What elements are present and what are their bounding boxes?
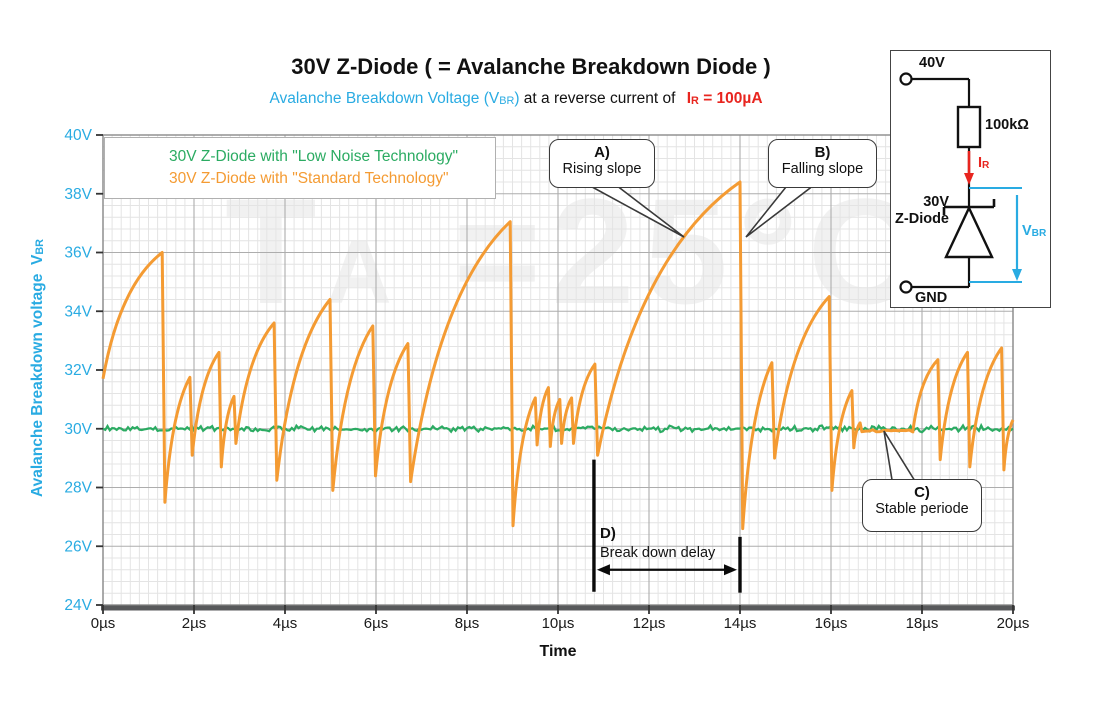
- svg-text:18µs: 18µs: [906, 615, 939, 632]
- svg-text:2µs: 2µs: [182, 615, 207, 632]
- diode-triangle: [944, 205, 994, 259]
- resistor-label: 100kΩ: [985, 117, 1029, 133]
- svg-text:6µs: 6µs: [364, 615, 389, 632]
- svg-text:8µs: 8µs: [455, 615, 480, 632]
- vbr-label: VBR: [1022, 223, 1047, 239]
- svg-text:40V: 40V: [64, 127, 92, 144]
- svg-text:38V: 38V: [64, 186, 92, 203]
- svg-text:4µs: 4µs: [273, 615, 298, 632]
- chart-title: 30V Z-Diode ( = Avalanche Breakdown Diod…: [291, 54, 771, 79]
- circuit-inset: 40V 100kΩ IR 30V Z-Diode VBR GND: [890, 50, 1051, 308]
- axes: [96, 134, 1015, 614]
- chart-subtitle: Avalanche Breakdown Voltage (VBR) at a r…: [0, 90, 1032, 108]
- current-label: IR: [978, 155, 990, 171]
- y-axis-title: Avalanche Breakdown voltage VBR: [29, 238, 46, 498]
- breakdown-delay-label: D) Break down delay: [600, 525, 716, 561]
- resistor-symbol: [956, 105, 982, 149]
- current-arrow-head: [964, 173, 974, 185]
- terminal-gnd: [899, 280, 913, 294]
- vbr-arrow-head: [1012, 269, 1022, 281]
- legend-swatch-orange: [117, 177, 164, 180]
- svg-text:30V: 30V: [64, 421, 92, 438]
- terminal-40v: [899, 72, 913, 86]
- watermark-subscript: A: [326, 223, 402, 323]
- diode-label: 30V Z-Diode: [895, 194, 949, 227]
- svg-text:34V: 34V: [64, 303, 92, 320]
- svg-text:28V: 28V: [64, 480, 92, 497]
- callout-rising-slope: A) Rising slope: [549, 139, 655, 188]
- x-tick-labels: 0µs 2µs 4µs 6µs 8µs 10µs 12µs 14µs 16µs 18µs 20µs: [91, 615, 1030, 632]
- subtitle-mid: at a reverse current of: [523, 90, 676, 107]
- svg-text:14µs: 14µs: [724, 615, 757, 632]
- circuit-schematic: [899, 72, 1022, 294]
- svg-text:32V: 32V: [64, 362, 92, 379]
- legend-item-standard: 30V Z-Diode with "Standard Technology": [117, 170, 495, 188]
- legend-item-low-noise: 30V Z-Diode with "Low Noise Technology": [117, 148, 495, 166]
- callout-falling-slope: B) Falling slope: [768, 139, 877, 188]
- callout-stable-period: C) Stable periode: [862, 479, 982, 532]
- subtitle-cyan: Avalanche Breakdown Voltage (VBR): [269, 90, 520, 107]
- breakdown-delay-annotation: [592, 459, 742, 593]
- svg-text:26V: 26V: [64, 538, 92, 555]
- svg-text:36V: 36V: [64, 245, 92, 262]
- svg-text:16µs: 16µs: [815, 615, 848, 632]
- legend: 30V Z-Diode with "Low Noise Technology" …: [104, 137, 496, 199]
- legend-label: 30V Z-Diode with "Standard Technology": [169, 170, 449, 187]
- svg-text:10µs: 10µs: [542, 615, 575, 632]
- gnd-label: GND: [915, 290, 948, 306]
- svg-text:0µs: 0µs: [91, 615, 116, 632]
- y-tick-labels: 24V 26V 28V 30V 32V 34V 36V 38V 40V: [64, 127, 92, 614]
- supply-label: 40V: [919, 55, 945, 71]
- x-axis-title: Time: [539, 643, 577, 660]
- legend-label: 30V Z-Diode with "Low Noise Technology": [169, 148, 459, 165]
- svg-text:12µs: 12µs: [633, 615, 666, 632]
- subtitle-current: IR = 100µA: [686, 90, 763, 107]
- legend-swatch-green: [117, 155, 164, 158]
- svg-text:20µs: 20µs: [997, 615, 1030, 632]
- svg-text:24V: 24V: [64, 597, 92, 614]
